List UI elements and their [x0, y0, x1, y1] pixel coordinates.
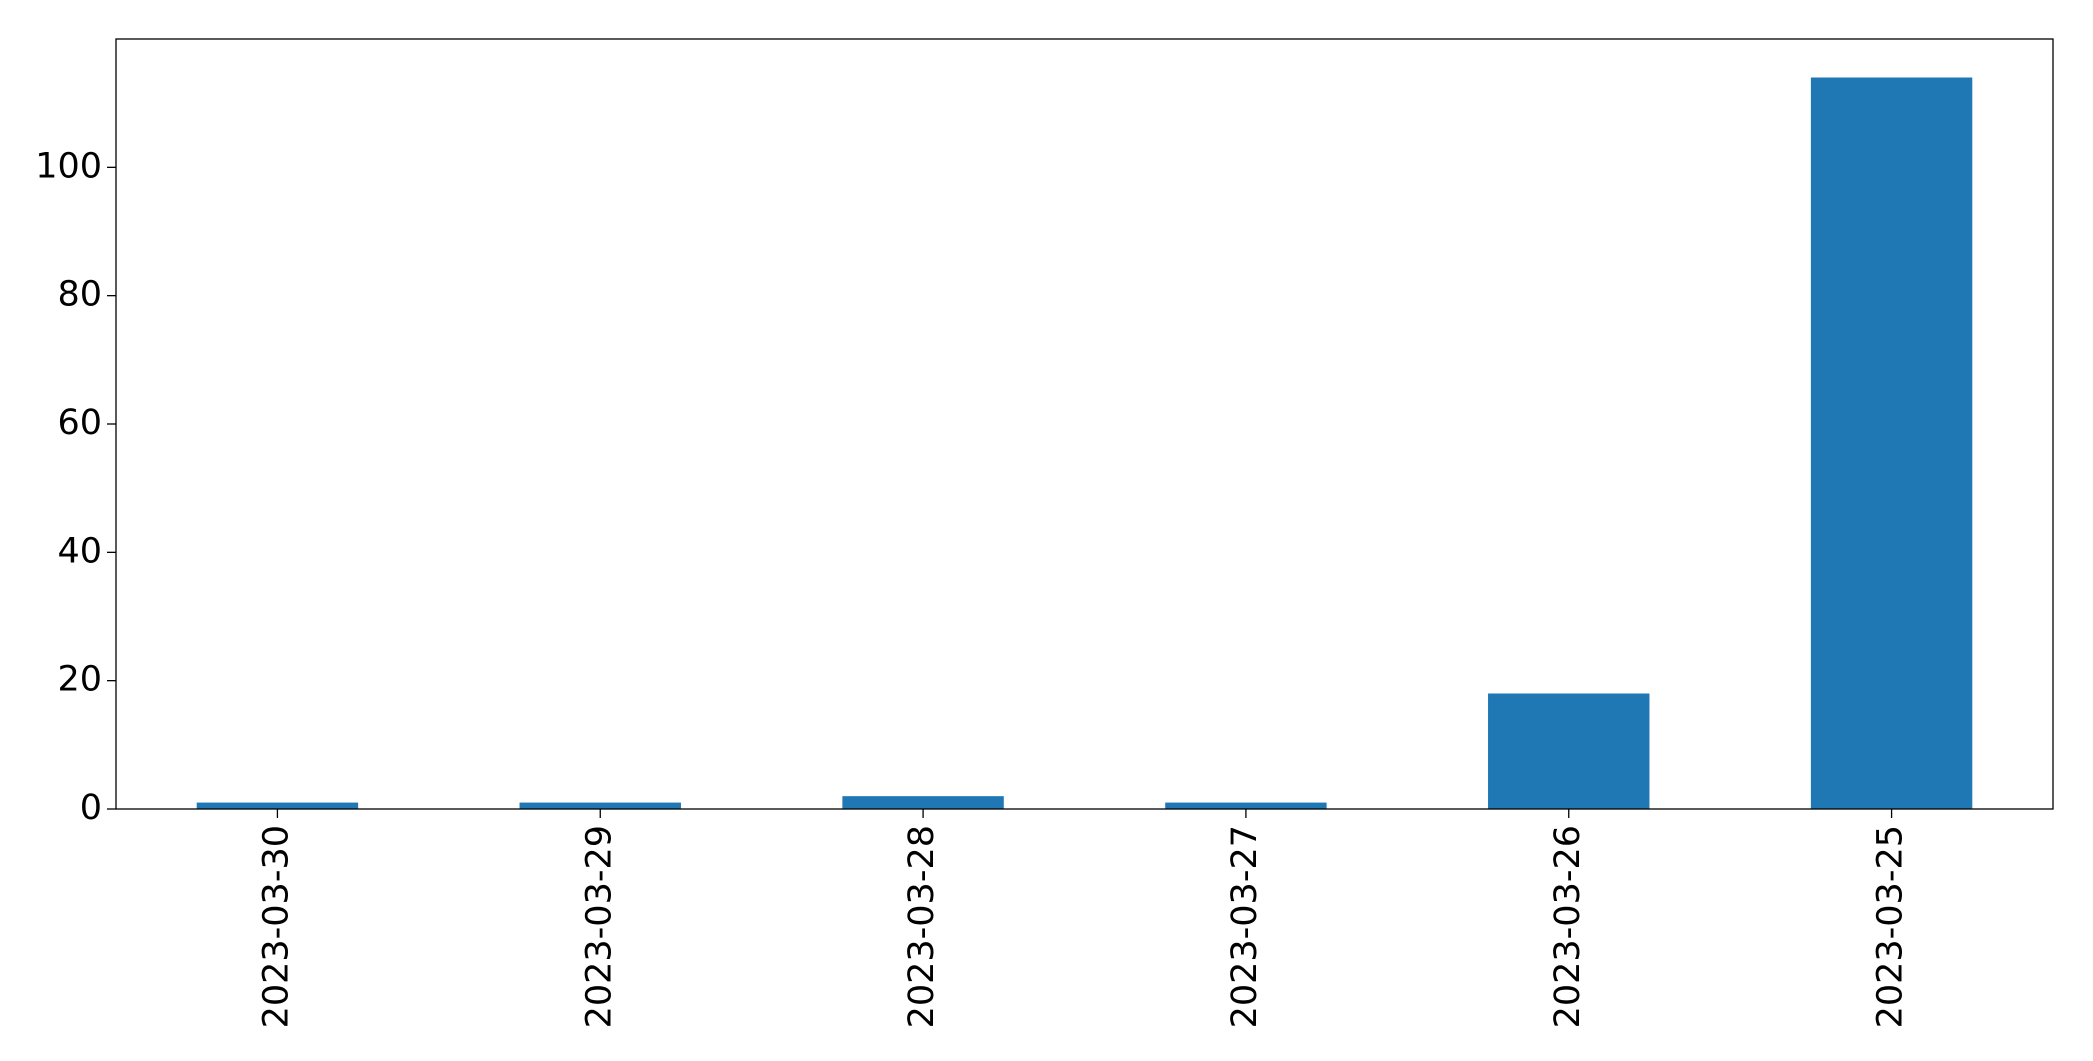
x-tick-label: 2023-03-25 — [1871, 825, 1911, 1028]
x-tick-label: 2023-03-27 — [1225, 825, 1265, 1028]
plot-frame — [115, 38, 2054, 810]
bar — [196, 802, 359, 809]
y-tick-label: 40 — [57, 531, 102, 571]
y-tick-label: 100 — [35, 146, 102, 186]
x-tick-label: 2023-03-30 — [256, 825, 296, 1028]
x-tick-label: 2023-03-28 — [902, 825, 942, 1028]
x-tick-label: 2023-03-29 — [579, 825, 619, 1028]
bar — [1488, 693, 1650, 809]
y-tick-label: 0 — [80, 788, 102, 828]
bar — [1810, 77, 1973, 809]
x-tick-label: 2023-03-26 — [1548, 825, 1588, 1028]
y-tick-label: 80 — [57, 275, 102, 315]
bar — [519, 802, 681, 809]
bar — [842, 796, 1004, 809]
y-tick-label: 60 — [57, 403, 102, 443]
bar — [1165, 802, 1327, 809]
y-tick-label: 20 — [57, 660, 102, 700]
